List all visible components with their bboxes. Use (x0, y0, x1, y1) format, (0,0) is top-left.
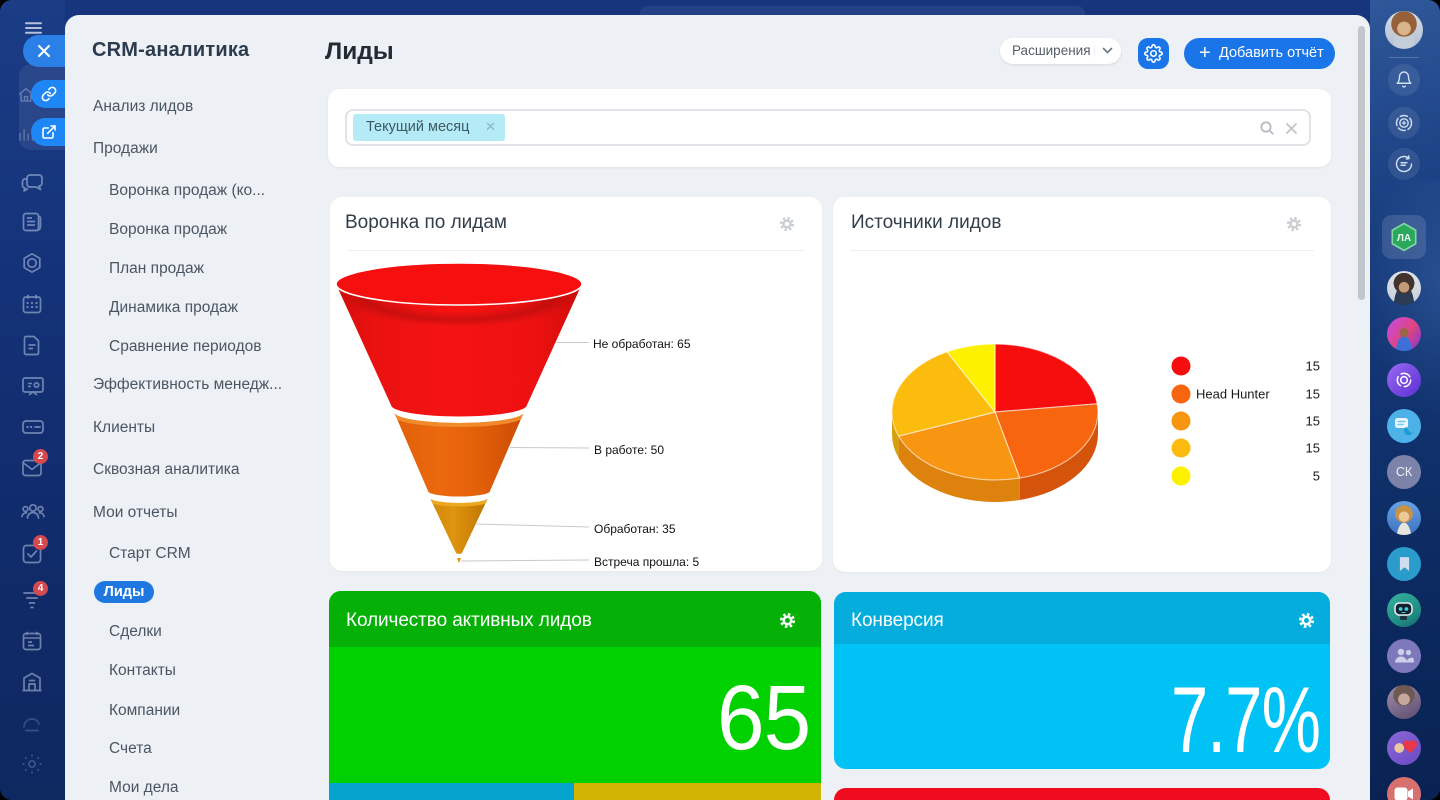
svg-text:Встреча прошла: 5: Встреча прошла: 5 (594, 555, 700, 569)
svg-text:15: 15 (1306, 387, 1320, 402)
svg-text:15: 15 (1306, 441, 1320, 456)
svg-text:Не обработан: 65: Не обработан: 65 (593, 337, 691, 351)
svg-text:15: 15 (1306, 359, 1320, 374)
svg-text:ЛА: ЛА (1397, 233, 1411, 244)
svg-text:Head Hunter: Head Hunter (1196, 387, 1270, 402)
svg-text:5: 5 (1313, 469, 1320, 484)
svg-text:15: 15 (1306, 414, 1320, 429)
svg-text:Обработан: 35: Обработан: 35 (594, 522, 676, 536)
svg-text:В работе: 50: В работе: 50 (594, 443, 664, 457)
